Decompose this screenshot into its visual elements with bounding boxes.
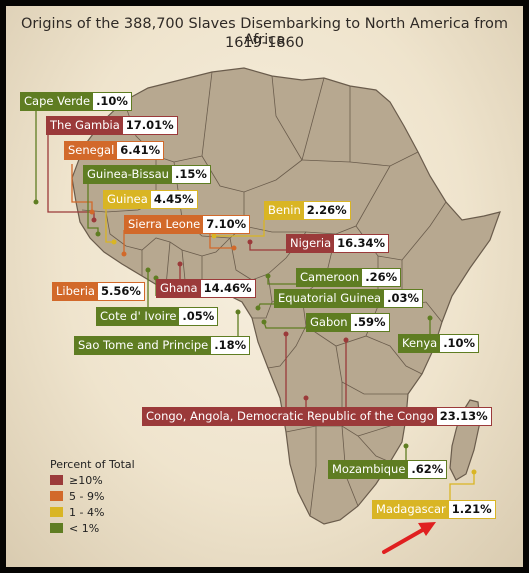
legend-swatch-green [50, 523, 63, 533]
label-cameroon: Cameroon .26% [296, 268, 402, 287]
legend: Percent of Total ≥10% 5 - 9% 1 - 4% < 1% [50, 458, 135, 535]
red-arrow-annotation [382, 522, 436, 554]
label-senegal: Senegal 6.41% [64, 141, 165, 160]
label-equatorial-guinea: Equatorial Guinea .03% [274, 289, 423, 308]
label-guinea-bissau: Guinea-Bissau .15% [83, 165, 211, 184]
legend-swatch-orange [50, 491, 63, 501]
label-the-gambia: The Gambia 17.01% [46, 116, 178, 135]
title-line-1: Origins of the 388,700 Slaves Disembarki… [20, 16, 509, 48]
label-nigeria: Nigeria 16.34% [286, 234, 390, 253]
label-liberia: Liberia 5.56% [52, 282, 145, 301]
label-cote-d-ivoire: Cote d' Ivoire .05% [96, 307, 219, 326]
label-cape-verde: Cape Verde .10% [20, 92, 132, 111]
label-kenya: Kenya .10% [398, 334, 480, 353]
legend-item-5-9: 5 - 9% [50, 489, 135, 503]
label-mozambique: Mozambique .62% [328, 460, 448, 479]
legend-item-under-1: < 1% [50, 521, 135, 535]
label-ghana: Ghana 14.46% [156, 279, 256, 298]
legend-swatch-red [50, 475, 63, 485]
label-benin: Benin 2.26% [264, 201, 351, 220]
label-sierra-leone: Sierra Leone 7.10% [124, 215, 251, 234]
legend-title: Percent of Total [50, 458, 135, 471]
label-sao-tome-and-principe: Sao Tome and Principe .18% [74, 336, 251, 355]
legend-item-1-4: 1 - 4% [50, 505, 135, 519]
title-line-2: 1619-1860 [224, 35, 305, 51]
label-congo-angola-drc: Congo, Angola, Democratic Republic of th… [142, 407, 492, 426]
legend-swatch-yellow [50, 507, 63, 517]
legend-item-10-plus: ≥10% [50, 473, 135, 487]
label-guinea: Guinea 4.45% [103, 190, 198, 209]
label-gabon: Gabon .59% [306, 313, 390, 332]
map-panel: Origins of the 388,700 Slaves Disembarki… [6, 6, 523, 567]
label-madagascar: Madagascar 1.21% [372, 500, 496, 519]
